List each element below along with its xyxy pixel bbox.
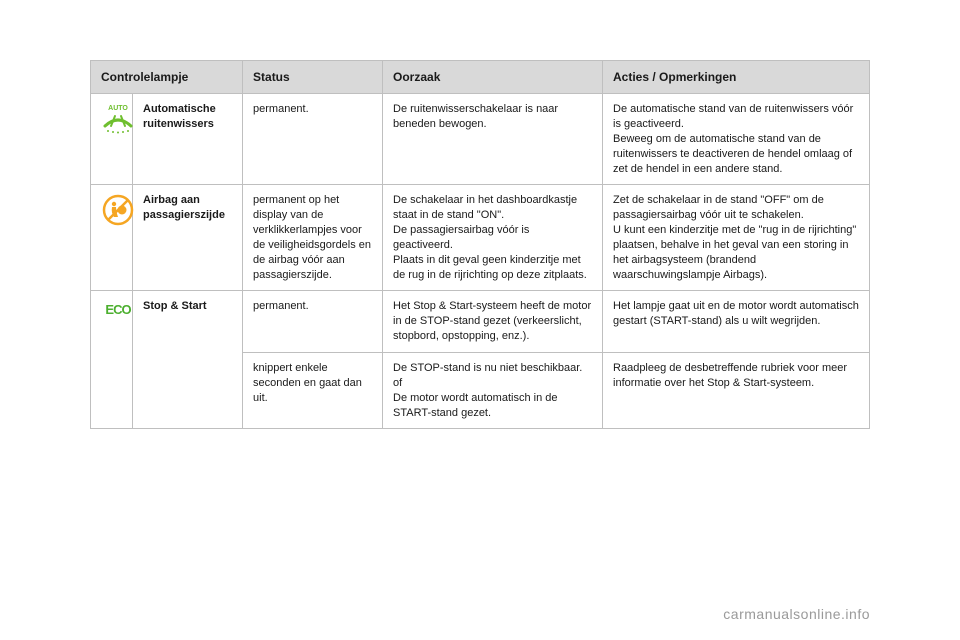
row-name-airbag: Airbag aan passagierszijde — [133, 185, 243, 291]
col-header-lamp: Controlelampje — [91, 61, 243, 94]
table-header-row: Controlelampje Status Oorzaak Acties / O… — [91, 61, 870, 94]
svg-text:ECO: ECO — [105, 302, 131, 317]
col-header-cause: Oorzaak — [383, 61, 603, 94]
row-name-stopstart: Stop & Start — [133, 291, 243, 429]
row-status-airbag: permanent op het display van de verklikk… — [243, 185, 383, 291]
row-cause-stopstart-on: Het Stop & Start-systeem heeft de motor … — [383, 291, 603, 353]
row-name-auto-wipers: Automatische ruitenwissers — [133, 94, 243, 185]
footer-watermark: carmanualsonline.info — [723, 606, 870, 622]
row-status-stopstart-blink: knippert enkele seconden en gaat dan uit… — [243, 353, 383, 429]
row-action-stopstart-on: Het lampje gaat uit en de motor wordt au… — [603, 291, 870, 353]
row-status-auto-wipers: permanent. — [243, 94, 383, 185]
row-cause-auto-wipers: De ruitenwisserschakelaar is naar benede… — [383, 94, 603, 185]
icon-cell-airbag — [91, 185, 133, 291]
row-action-stopstart-blink: Raadpleeg de desbetreffende rubriek voor… — [603, 353, 870, 429]
table-row: Airbag aan passagierszijde permanent op … — [91, 185, 870, 291]
warning-lamp-table: Controlelampje Status Oorzaak Acties / O… — [90, 60, 870, 429]
airbag-off-icon — [101, 193, 135, 232]
row-action-airbag: Zet de schakelaar in de stand "OFF" om d… — [603, 185, 870, 291]
row-cause-airbag: De schakelaar in het dashboardkastje sta… — [383, 185, 603, 291]
icon-cell-eco: ECO — [91, 291, 133, 429]
col-header-status: Status — [243, 61, 383, 94]
icon-cell-auto-wipers: AUTO — [91, 94, 133, 185]
table-row: AUTO Automatische ruitenwissers — [91, 94, 870, 185]
svg-text:AUTO: AUTO — [108, 105, 128, 112]
row-action-auto-wipers: De automatische stand van de ruitenwisse… — [603, 94, 870, 185]
page-container: Controlelampje Status Oorzaak Acties / O… — [0, 0, 960, 640]
table-row: ECO Stop & Start permanent. Het Stop & S… — [91, 291, 870, 353]
row-cause-stopstart-blink: De STOP-stand is nu niet beschikbaar.ofD… — [383, 353, 603, 429]
auto-wiper-icon: AUTO — [101, 102, 135, 141]
col-header-action: Acties / Opmerkingen — [603, 61, 870, 94]
row-status-stopstart-on: permanent. — [243, 291, 383, 353]
eco-icon: ECO — [101, 299, 135, 324]
